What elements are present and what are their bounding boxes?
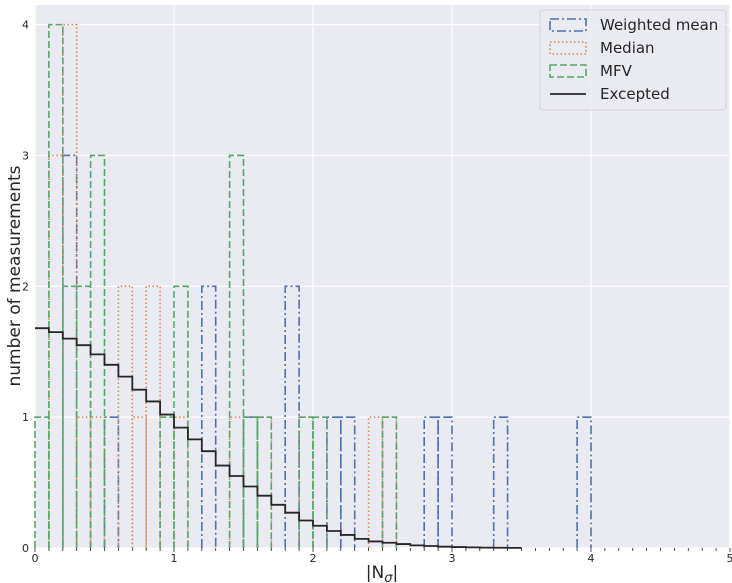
histogram-bar-mfv (48, 23, 64, 548)
histogram-bar-median (117, 285, 134, 548)
legend-swatch (549, 64, 587, 78)
series-layer (34, 23, 592, 549)
axis-ticks (34, 548, 731, 552)
y-tick-label: 4 (22, 19, 29, 32)
legend-label: MFV (600, 62, 633, 80)
histogram-bar-median (131, 416, 147, 548)
legend-label: Median (600, 39, 655, 57)
legend: Weighted mean Median MFV Excepted (539, 9, 727, 111)
histogram-bar-mfv (256, 416, 273, 548)
x-tick-label: 0 (32, 552, 39, 565)
expected-step-line (35, 327, 522, 549)
legend-box (539, 9, 727, 111)
y-tick-label: 1 (22, 411, 29, 424)
y-tick-label: 3 (22, 149, 29, 162)
histogram-bar-mfv (312, 416, 328, 548)
series-excepted (35, 327, 522, 549)
legend-label: Excepted (600, 85, 670, 103)
x-tick-label: 2 (310, 552, 317, 565)
histogram-bar-weighted-mean (576, 416, 592, 548)
y-tick-label: 0 (22, 542, 29, 555)
y-tick-label: 2 (22, 280, 29, 293)
histogram-bar-weighted-mean (201, 285, 217, 548)
histogram-bar-weighted-mean (284, 285, 300, 548)
histogram-bar-weighted-mean (492, 416, 509, 548)
x-tick-label: 4 (588, 552, 595, 565)
histogram-bar-weighted-mean (423, 416, 439, 548)
x-tick-label: 3 (449, 552, 456, 565)
x-tick-label: 1 (171, 552, 178, 565)
y-axis-label: number of measurements (5, 165, 25, 386)
histogram-bar-mfv (381, 416, 398, 548)
histogram-bar-median (367, 416, 384, 548)
legend-label: Weighted mean (600, 16, 718, 34)
histogram-bar-weighted-mean (340, 416, 356, 548)
x-tick-label: 5 (727, 552, 732, 565)
histogram-bar-weighted-mean (437, 416, 453, 548)
histogram-bar-mfv (228, 154, 245, 548)
tick-labels: 0 1 2 3 4 0 1 2 3 4 5 (22, 19, 732, 565)
x-axis-label: |Nσ| (366, 563, 398, 583)
histogram-bar-median (145, 285, 161, 548)
histogram-bar-weighted-mean (326, 416, 342, 548)
legend-swatch (549, 18, 587, 32)
